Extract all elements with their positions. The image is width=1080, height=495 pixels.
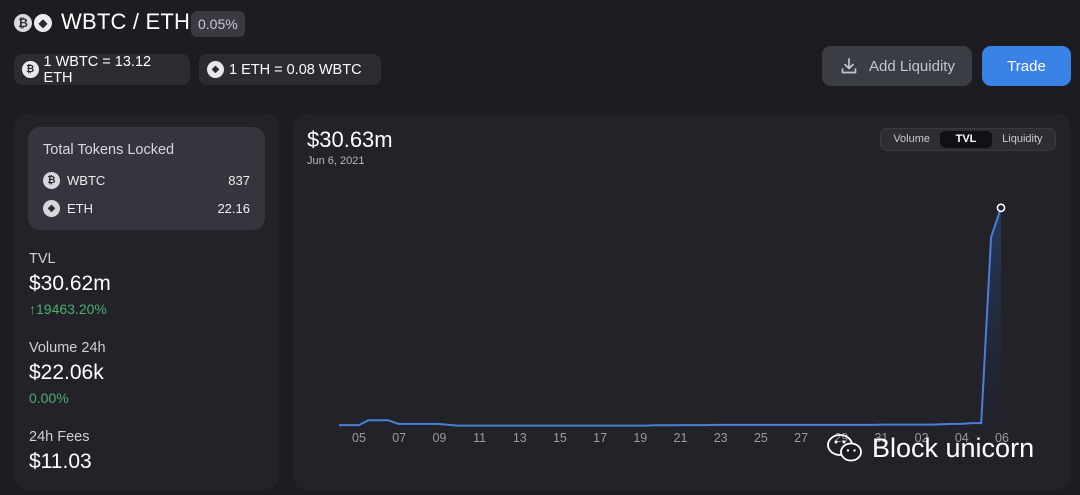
total-tokens-locked-title: Total Tokens Locked [43,142,175,158]
highlight-point[interactable] [996,203,1006,213]
rate-eth-wbtc-label: 1 ETH = 0.08 WBTC [229,61,362,78]
ethereum-icon: ◆ [43,199,60,217]
volume-24h-change: 0.00% [29,390,69,406]
trade-button[interactable]: Trade [982,46,1071,86]
locked-token-row-wbtc[interactable]: ₿ WBTC 837 [43,170,250,190]
chart-point-layer [996,203,1006,213]
x-tick-label: 25 [754,431,768,445]
x-tick-label: 09 [432,431,446,445]
chart-panel [293,113,1070,490]
tvl-change: ↑19463.20% [29,301,107,317]
bitcoin-icon: ₿ [22,61,39,78]
download-icon [841,58,857,74]
wechat-icon [827,434,862,462]
rate-wbtc-eth-label: 1 WBTC = 13.12 ETH [43,53,152,86]
add-liquidity-label: Add Liquidity [869,57,955,75]
tvl-value: $30.62m [29,272,111,295]
ethereum-icon: ◆ [207,61,224,78]
x-tick-label: 15 [553,431,567,445]
pair-title: WBTC / ETH [61,9,191,34]
tvl-series-line [339,207,1002,427]
rate-wbtc-eth[interactable]: ₿ 1 WBTC = 13.12 ETH [14,53,190,86]
rate-eth-wbtc[interactable]: ◆ 1 ETH = 0.08 WBTC [199,54,381,85]
toggle-liquidity[interactable]: Liquidity [1002,133,1043,145]
x-tick-label: 23 [714,431,728,445]
x-tick-label: 05 [352,431,366,445]
volume-24h-label: Volume 24h [29,340,106,356]
x-tick-label: 04 [955,431,969,445]
toggle-volume[interactable]: Volume [893,133,931,145]
x-tick-label: 06 [995,431,1009,445]
bitcoin-icon: ₿ [12,12,34,34]
watermark: Block unicorn [826,432,1034,464]
x-tick-label: 19 [633,431,647,445]
x-tick-label: 31 [874,431,888,445]
chart-hover-value: $30.63m [307,127,393,152]
chart-area-layer [339,207,1001,426]
x-tick-label: 17 [593,431,607,445]
fees-24h-label: 24h Fees [29,429,90,445]
ethereum-icon: ◆ [32,12,54,34]
token-amount: 22.16 [217,200,250,216]
x-tick-label: 11 [473,431,486,445]
x-tick-label: 07 [392,431,406,445]
bitcoin-icon: ₿ [43,171,60,189]
tvl-area-fill [339,207,1001,426]
total-tokens-locked-card [28,127,265,230]
add-liquidity-button[interactable]: Add Liquidity [822,46,972,86]
x-tick-label: 27 [794,431,808,445]
chart-hover-date: Jun 6, 2021 [307,155,365,167]
pair-token-icons: ₿ ◆ [12,12,56,36]
token-symbol: ETH [67,200,93,216]
volume-24h-value: $22.06k [29,361,104,384]
token-symbol: WBTC [67,172,106,188]
tvl-label: TVL [29,251,56,267]
locked-token-row-eth[interactable]: ◆ ETH 22.16 [43,198,250,218]
chart-line-layer [339,207,1002,427]
x-tick-label: 02 [915,431,929,445]
x-tick-label: 13 [513,431,527,445]
chart-type-toggle: Volume TVL Liquidity [880,128,1056,151]
trade-label: Trade [1007,57,1046,75]
token-amount: 837 [228,172,250,188]
watermark-text: Block unicorn [872,432,1035,463]
toggle-tvl[interactable]: TVL [940,131,992,148]
fee-tier-badge: 0.05% [191,11,245,37]
fees-24h-value: $11.03 [29,450,92,473]
x-tick-label: 21 [674,431,688,445]
